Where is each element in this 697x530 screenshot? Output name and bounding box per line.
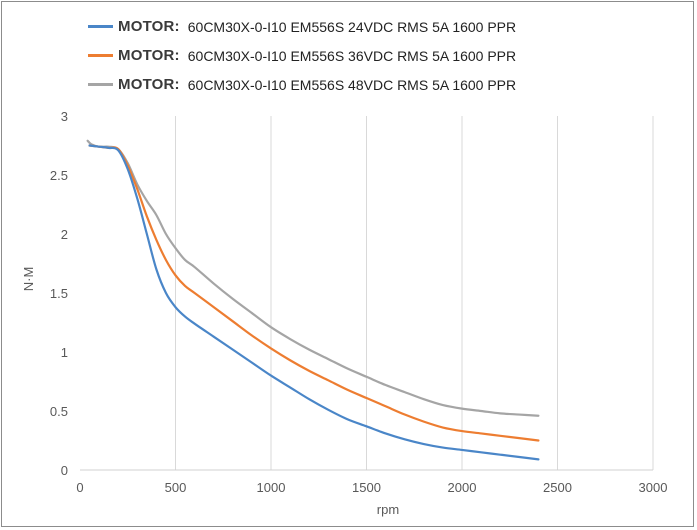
series-line-24vdc	[88, 144, 540, 461]
legend-label-48vdc: 60CM30X-0-I10 EM556S 48VDC RMS 5A 1600 P…	[187, 76, 517, 93]
legend-label-24vdc: 60CM30X-0-I10 EM556S 24VDC RMS 5A 1600 P…	[187, 18, 517, 35]
legend-item-24vdc: MOTOR: 60CM30X-0-I10 EM556S 24VDC RMS 5A…	[88, 12, 516, 41]
legend-swatch-48vdc	[88, 83, 113, 86]
legend-item-48vdc: MOTOR: 60CM30X-0-I10 EM556S 48VDC RMS 5A…	[88, 70, 516, 99]
legend-swatch-36vdc	[88, 54, 113, 57]
y-tick-label: 0	[61, 463, 68, 478]
x-tick-label: 2000	[448, 480, 477, 495]
x-tick-label: 0	[76, 480, 83, 495]
y-tick-label: 2.5	[50, 168, 68, 183]
series-line-48vdc	[86, 139, 540, 417]
y-tick-label: 2	[61, 227, 68, 242]
legend-label-36vdc: 60CM30X-0-I10 EM556S 36VDC RMS 5A 1600 P…	[187, 47, 517, 64]
legend-prefix: MOTOR:	[118, 47, 180, 64]
y-tick-label: 1	[61, 345, 68, 360]
x-tick-label: 500	[165, 480, 187, 495]
legend-prefix: MOTOR:	[118, 76, 180, 93]
y-tick-label: 3	[61, 109, 68, 124]
x-tick-label: 3000	[639, 480, 668, 495]
x-tick-labels: 0 500 1000 1500 2000 2500 3000	[76, 480, 667, 495]
y-axis-label: N·M	[21, 267, 36, 292]
series-layer	[86, 139, 540, 461]
x-tick-label: 2500	[543, 480, 572, 495]
legend-item-36vdc: MOTOR: 60CM30X-0-I10 EM556S 36VDC RMS 5A…	[88, 41, 516, 70]
series-line-36vdc	[88, 144, 540, 442]
y-tick-labels: 0 0.5 1 1.5 2 2.5 3	[50, 109, 68, 478]
grid-lines	[175, 116, 654, 470]
legend-swatch-24vdc	[88, 25, 113, 28]
chart-legend: MOTOR: 60CM30X-0-I10 EM556S 24VDC RMS 5A…	[88, 12, 516, 99]
x-axis-label: rpm	[377, 502, 399, 517]
y-tick-label: 0.5	[50, 404, 68, 419]
x-tick-label: 1000	[257, 480, 286, 495]
x-tick-label: 1500	[352, 480, 381, 495]
legend-prefix: MOTOR:	[118, 18, 180, 35]
y-tick-label: 1.5	[50, 286, 68, 301]
